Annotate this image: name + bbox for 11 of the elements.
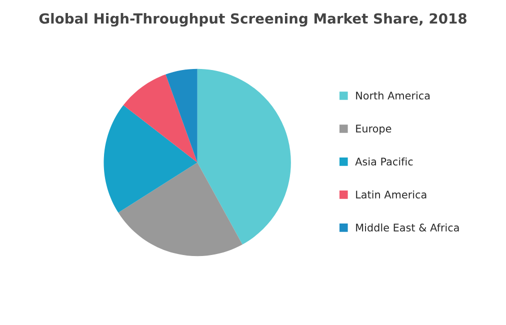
legend-label: North America bbox=[356, 91, 430, 100]
pie-slice bbox=[104, 105, 198, 213]
pie-slice bbox=[197, 68, 291, 245]
legend-label: Middle East & Africa bbox=[356, 223, 459, 232]
pie-slice bbox=[118, 162, 242, 256]
pie-slice bbox=[123, 74, 198, 162]
pie-slice bbox=[166, 68, 198, 162]
chart-title: Global High-Throughput Screening Market Share, 2018 bbox=[39, 13, 466, 27]
legend-label: Europe bbox=[356, 124, 392, 135]
legend-label: Latin America bbox=[356, 190, 426, 199]
legend-label: Asia Pacific bbox=[355, 157, 413, 166]
